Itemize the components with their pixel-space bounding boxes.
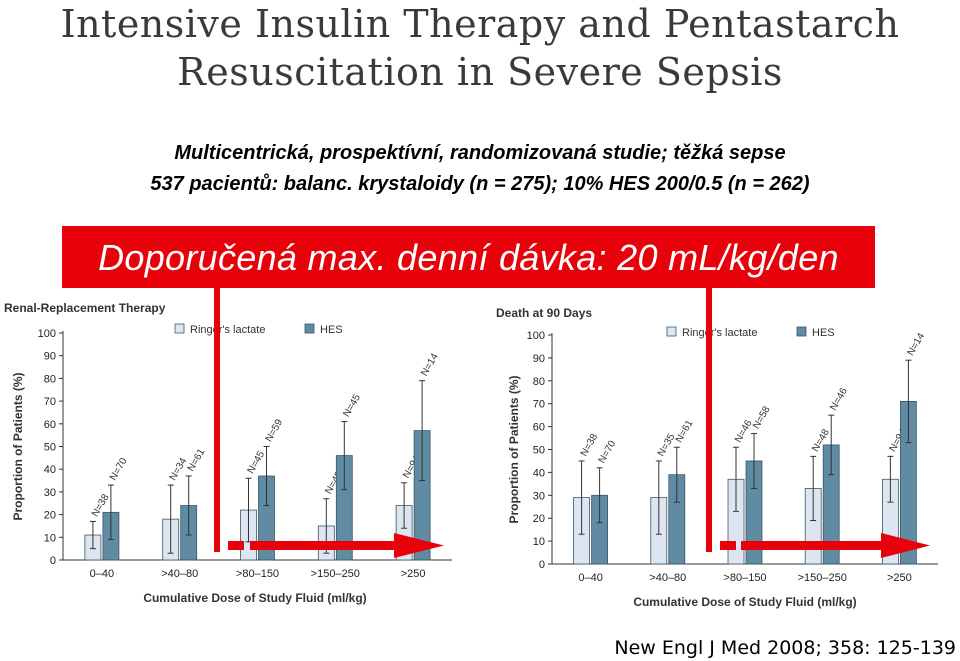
citation: New Engl J Med 2008; 358: 125-139 [614,637,956,659]
y-tick-label: 50 [44,442,56,454]
y-tick-label: 0 [50,555,56,567]
x-tick-label: >250 [887,572,912,584]
y-axis-label: Proportion of Patients (%) [507,376,521,524]
x-axis-label: Cumulative Dose of Study Fluid (ml/kg) [143,591,366,605]
chart-title: Death at 90 Days [496,306,592,320]
legend-label: HES [812,327,835,339]
x-tick-label: >250 [401,568,426,580]
y-tick-label: 90 [533,353,545,365]
threshold-line-right [706,286,712,552]
y-tick-label: 80 [44,373,56,385]
legend-swatch [666,326,677,337]
legend-label: Ringer's lactate [190,324,265,336]
y-tick-label: 80 [533,376,545,388]
legend-swatch [174,323,185,334]
x-axis-label: Cumulative Dose of Study Fluid (ml/kg) [633,595,856,609]
y-tick-label: 0 [539,559,545,571]
x-tick-label: >40–80 [649,572,686,584]
y-tick-label: 20 [533,513,545,525]
threshold-line-left [214,286,220,552]
y-tick-label: 20 [44,510,56,522]
y-tick-label: 100 [527,330,545,342]
y-tick-label: 40 [44,464,56,476]
y-axis-label: Proportion of Patients (%) [11,373,25,521]
y-tick-label: 90 [44,351,56,363]
legend: Ringer's lactate HES [666,326,835,339]
x-tick-label: >40–80 [161,568,198,580]
slide-title-line2: Resuscitation in Severe Sepsis [177,50,783,94]
legend-swatch [796,326,807,337]
y-tick-label: 30 [44,487,56,499]
arrow-right-icon [228,533,444,558]
x-tick-label: 0–40 [578,572,602,584]
y-tick-label: 70 [533,399,545,411]
y-tick-label: 10 [44,532,56,544]
y-tick-label: 10 [533,536,545,548]
max-dose-banner: Doporučená max. denní dávka: 20 mL/kg/de… [62,226,875,288]
x-tick-label: >150–250 [798,572,847,584]
legend: Ringer's lactate HES [174,323,343,336]
x-tick-label: 0–40 [90,568,114,580]
study-description: Multicentrická, prospektívní, randomizov… [174,142,786,164]
chart-title: Renal-Replacement Therapy [4,301,166,315]
legend-swatch [304,323,315,334]
y-tick-label: 50 [533,445,545,457]
x-tick-label: >80–150 [723,572,766,584]
y-tick-label: 70 [44,396,56,408]
legend-label: HES [320,324,343,336]
y-tick-label: 30 [533,490,545,502]
y-tick-label: 100 [38,328,56,340]
arrow-right-icon [720,533,930,558]
y-tick-label: 60 [533,422,545,434]
slide-title-line1: Intensive Insulin Therapy and Pentastarc… [60,2,900,46]
x-tick-label: >80–150 [236,568,279,580]
y-tick-label: 40 [533,467,545,479]
chart-renal-replacement: Renal-Replacement Therapy Proportion of P… [4,301,452,605]
legend-label: Ringer's lactate [682,327,757,339]
patient-counts: 537 pacientů: balanc. krystaloidy (n = 2… [150,173,810,195]
y-tick-label: 60 [44,419,56,431]
x-tick-label: >150–250 [311,568,360,580]
